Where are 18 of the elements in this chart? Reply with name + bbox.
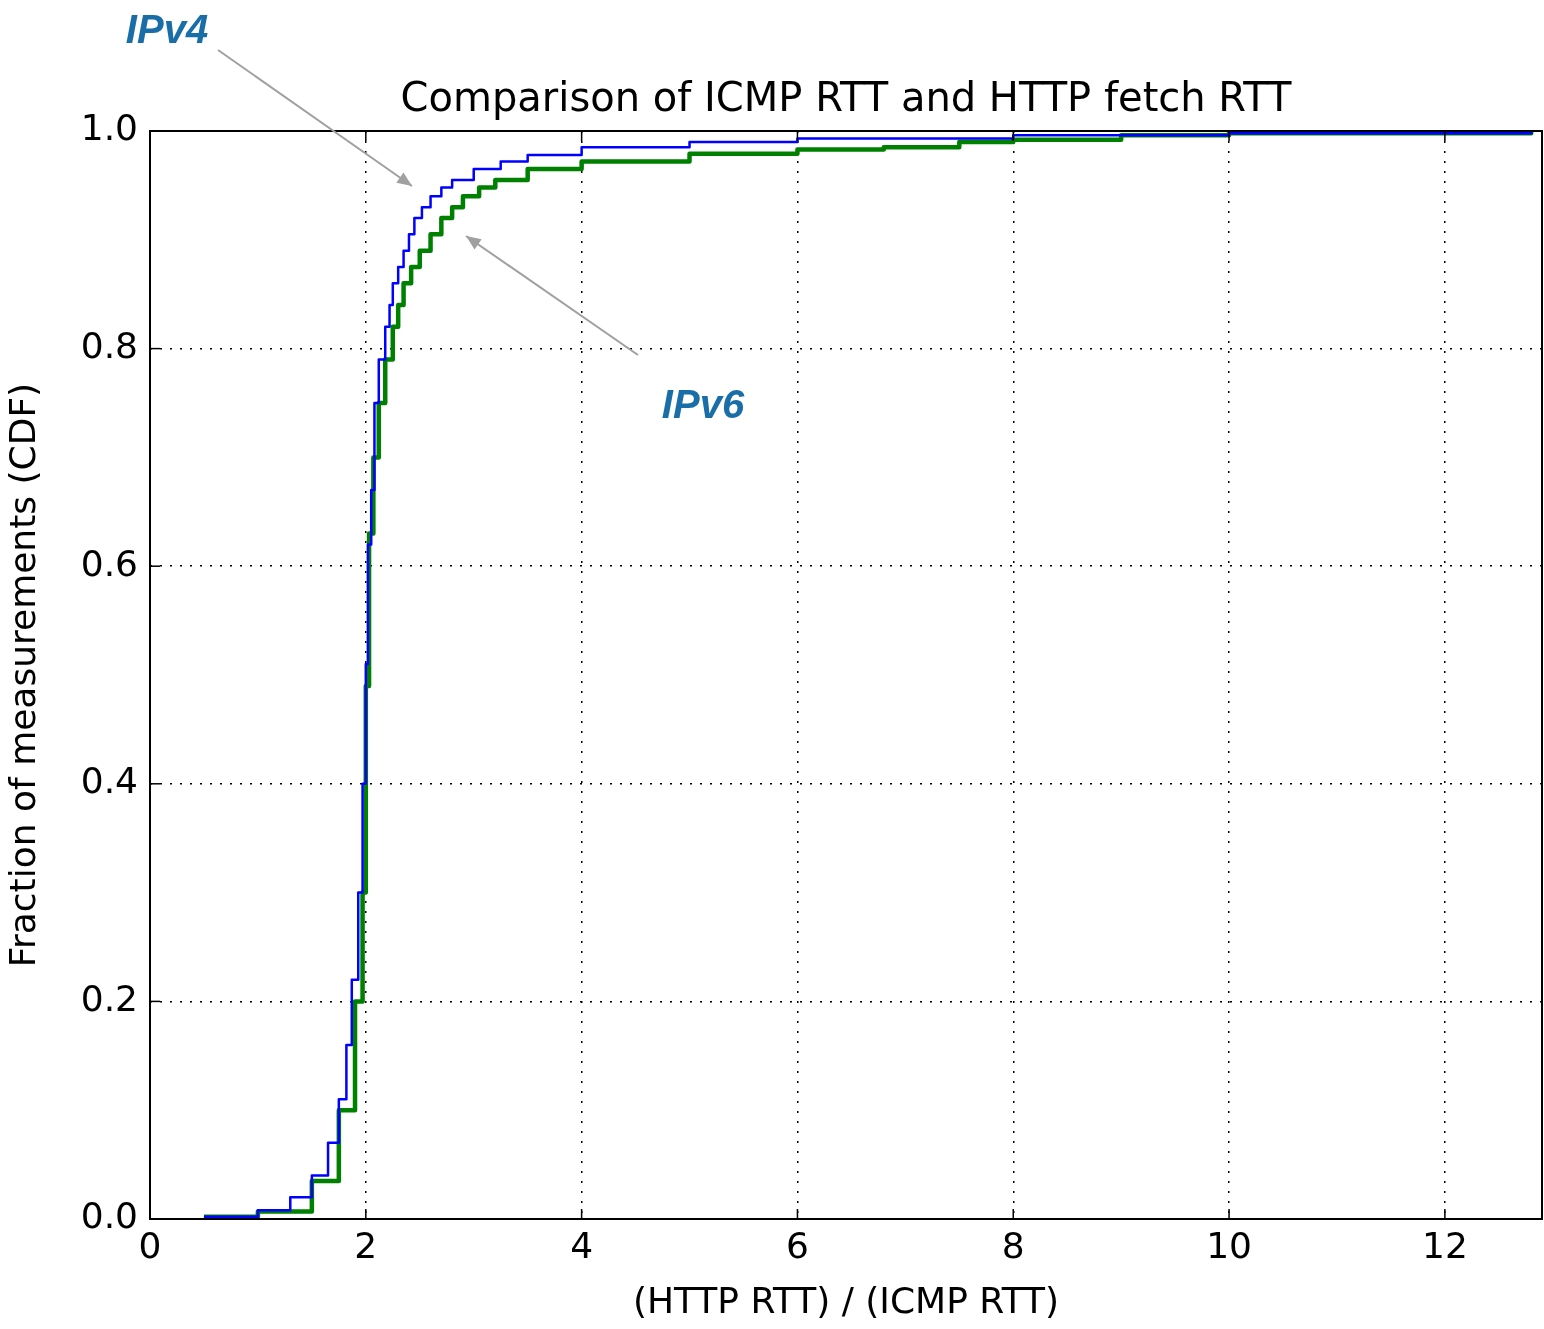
text: IPv4 [125, 7, 209, 52]
x-tick-label: 2 [354, 1224, 378, 1266]
y-axis-title: Fraction of measurements (CDF) [1, 382, 43, 968]
chart-title: Comparison of ICMP RTT and HTTP fetch RTT [400, 74, 1292, 121]
y-tick-label: 0.4 [80, 760, 138, 802]
y-tick-label: 0.8 [80, 324, 138, 366]
x-tick-label: 4 [570, 1224, 594, 1266]
y-tick-label: 0.6 [80, 542, 138, 584]
y-tick-label: 0.0 [80, 1195, 138, 1237]
x-tick-label: 12 [1421, 1224, 1468, 1266]
y-tick-label: 1.0 [80, 107, 138, 149]
x-tick-label: 0 [138, 1224, 162, 1266]
annotation: IPv6 [661, 382, 745, 427]
y-tick-label: 0.2 [80, 977, 138, 1019]
x-axis-title: (HTTP RTT) / (ICMP RTT) [632, 1279, 1060, 1321]
x-tick-label: 6 [785, 1224, 809, 1266]
x-tick-label: 8 [1001, 1224, 1025, 1266]
x-tick-label: 10 [1206, 1224, 1252, 1266]
